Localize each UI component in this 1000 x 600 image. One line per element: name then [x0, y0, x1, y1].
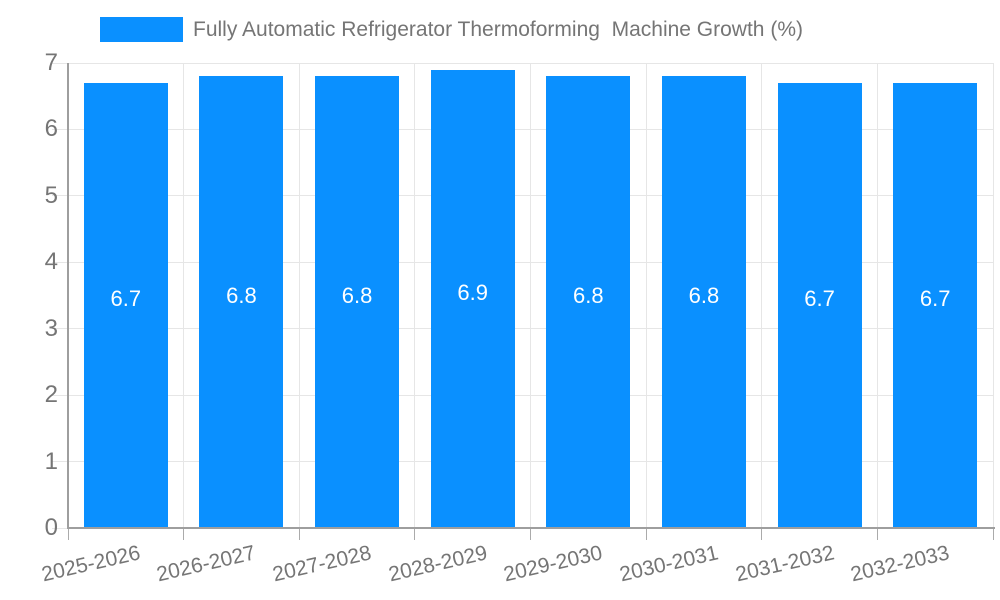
x-axis-tick	[876, 528, 878, 540]
v-gridline	[645, 63, 647, 528]
v-gridline	[298, 63, 300, 528]
v-gridline	[876, 63, 878, 528]
x-axis-category-label: 2025-2026	[39, 541, 143, 587]
bar[interactable]	[893, 82, 978, 528]
bar-value-label: 6.9	[457, 279, 488, 305]
x-axis-tick	[992, 528, 994, 540]
legend-swatch-icon	[100, 17, 183, 42]
y-axis-tick-label: 0	[44, 514, 58, 541]
bar[interactable]	[661, 76, 746, 528]
legend-label: Fully Automatic Refrigerator Thermoformi…	[193, 18, 803, 41]
x-axis-category-label: 2028-2029	[386, 541, 490, 587]
bar[interactable]	[83, 82, 168, 528]
bar-value-label: 6.8	[226, 283, 257, 309]
x-axis-category-label: 2030-2031	[617, 541, 721, 587]
x-axis-tick	[183, 528, 185, 540]
v-gridline	[183, 63, 185, 528]
x-axis-tick	[414, 528, 416, 540]
y-axis-tick-label: 5	[44, 181, 58, 209]
y-axis-tick	[52, 328, 68, 330]
bar-value-label: 6.7	[919, 286, 951, 312]
bar[interactable]	[777, 82, 862, 528]
y-axis-line	[67, 63, 69, 529]
x-axis-tick	[761, 528, 763, 540]
x-axis-category-label: 2032-2033	[848, 541, 952, 587]
bar[interactable]	[430, 69, 515, 528]
bar[interactable]	[199, 76, 284, 528]
bar[interactable]	[315, 76, 400, 528]
bar-value-label: 6.8	[341, 283, 373, 309]
x-axis-category-label: 2031-2032	[732, 541, 837, 587]
y-axis-tick-label: 4	[44, 248, 58, 276]
x-axis-tick	[530, 528, 531, 540]
bar[interactable]	[546, 76, 631, 528]
y-axis-tick	[52, 195, 68, 197]
y-axis-tick-label: 7	[44, 49, 58, 76]
bar-value-label: 6.7	[110, 286, 142, 312]
y-axis-tick	[52, 261, 68, 263]
y-axis-tick	[52, 128, 68, 130]
x-axis-category-label: 2029-2030	[501, 541, 605, 587]
legend[interactable]: Fully Automatic Refrigerator Thermoformi…	[100, 17, 803, 42]
x-axis-line	[68, 527, 995, 529]
y-axis-tick-label: 1	[44, 447, 58, 475]
bar-value-label: 6.8	[573, 283, 604, 309]
x-axis-tick	[67, 528, 69, 540]
y-axis-tick-label: 3	[44, 314, 58, 342]
v-gridline	[414, 63, 416, 528]
y-axis-tick-label: 2	[44, 381, 58, 409]
v-gridline	[530, 63, 531, 528]
bar-value-label: 6.8	[688, 283, 720, 309]
x-axis-tick	[298, 528, 300, 540]
y-axis-tick	[52, 394, 68, 396]
v-gridline	[761, 63, 763, 528]
x-axis-category-label: 2026-2027	[154, 541, 258, 587]
bar-value-label: 6.7	[804, 286, 835, 312]
y-axis-tick	[52, 461, 68, 463]
x-axis-category-label: 2027-2028	[270, 541, 374, 587]
y-axis-tick	[52, 62, 68, 64]
v-gridline	[992, 63, 994, 528]
x-axis-tick	[645, 528, 647, 540]
y-axis-tick-label: 6	[44, 115, 58, 143]
y-axis-tick	[52, 527, 68, 529]
